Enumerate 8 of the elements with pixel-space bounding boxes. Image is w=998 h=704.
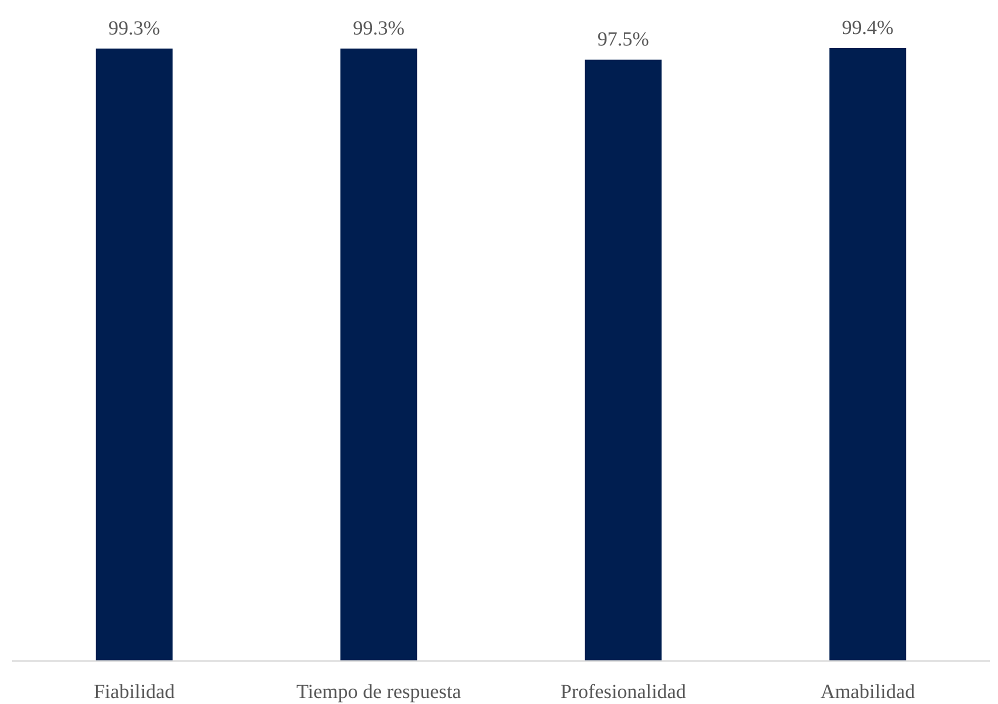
data-label: 97.5% <box>597 28 650 51</box>
data-label: 99.3% <box>352 18 405 40</box>
x-tick-label: Profesionalidad <box>560 681 686 703</box>
x-tick-label: Tiempo de respuesta <box>296 681 462 703</box>
x-tick-label: Fiabilidad <box>94 681 175 703</box>
data-label: 99.4% <box>842 17 894 39</box>
x-tick-label: Amabilidad <box>820 681 915 703</box>
data-label: 99.3% <box>108 18 160 40</box>
